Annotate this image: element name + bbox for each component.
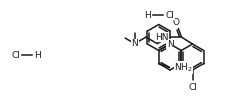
Text: N: N (131, 39, 138, 48)
Text: Cl: Cl (188, 83, 197, 92)
Text: Cl: Cl (166, 10, 175, 19)
Text: N: N (167, 39, 173, 48)
Text: Cl: Cl (11, 51, 20, 59)
Text: H: H (34, 51, 41, 59)
Text: O: O (173, 18, 180, 27)
Text: HN: HN (155, 33, 169, 42)
Text: NH$_2$: NH$_2$ (174, 61, 193, 74)
Text: H: H (144, 10, 151, 19)
